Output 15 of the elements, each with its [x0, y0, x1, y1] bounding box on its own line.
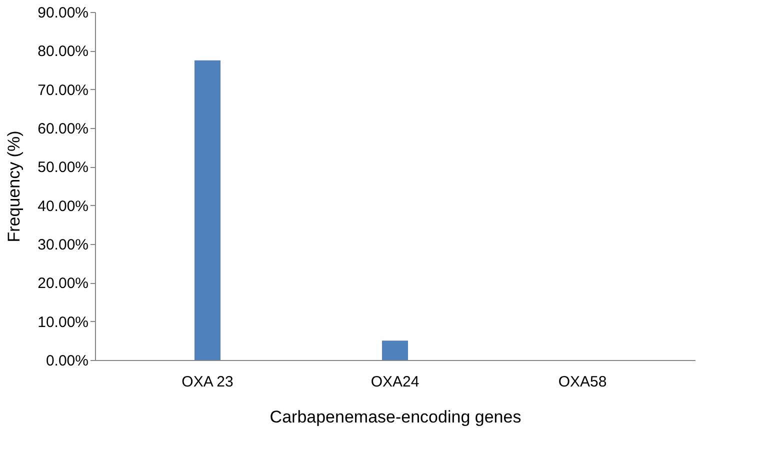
y-tick-label: 80.00%: [38, 43, 88, 60]
y-tick-label: 70.00%: [38, 82, 88, 99]
y-tick-label: 40.00%: [38, 198, 88, 215]
y-tick-label: 90.00%: [38, 4, 88, 22]
y-tick-label: 60.00%: [38, 120, 88, 138]
x-tick-label: OXA58: [558, 374, 607, 390]
y-tick-label: 30.00%: [38, 236, 88, 254]
y-tick-label: 20.00%: [38, 275, 88, 292]
x-tick-label: OXA24: [370, 374, 420, 390]
y-tick-label: 10.00%: [38, 314, 88, 331]
y-tick-label: 0.00%: [46, 352, 88, 370]
y-axis-title: Frequency (%): [4, 130, 24, 242]
y-tick-label: 50.00%: [38, 159, 88, 176]
x-tick-label: OXA 23: [182, 374, 234, 390]
x-axis-title: Carbapenemase-encoding genes: [270, 408, 522, 426]
